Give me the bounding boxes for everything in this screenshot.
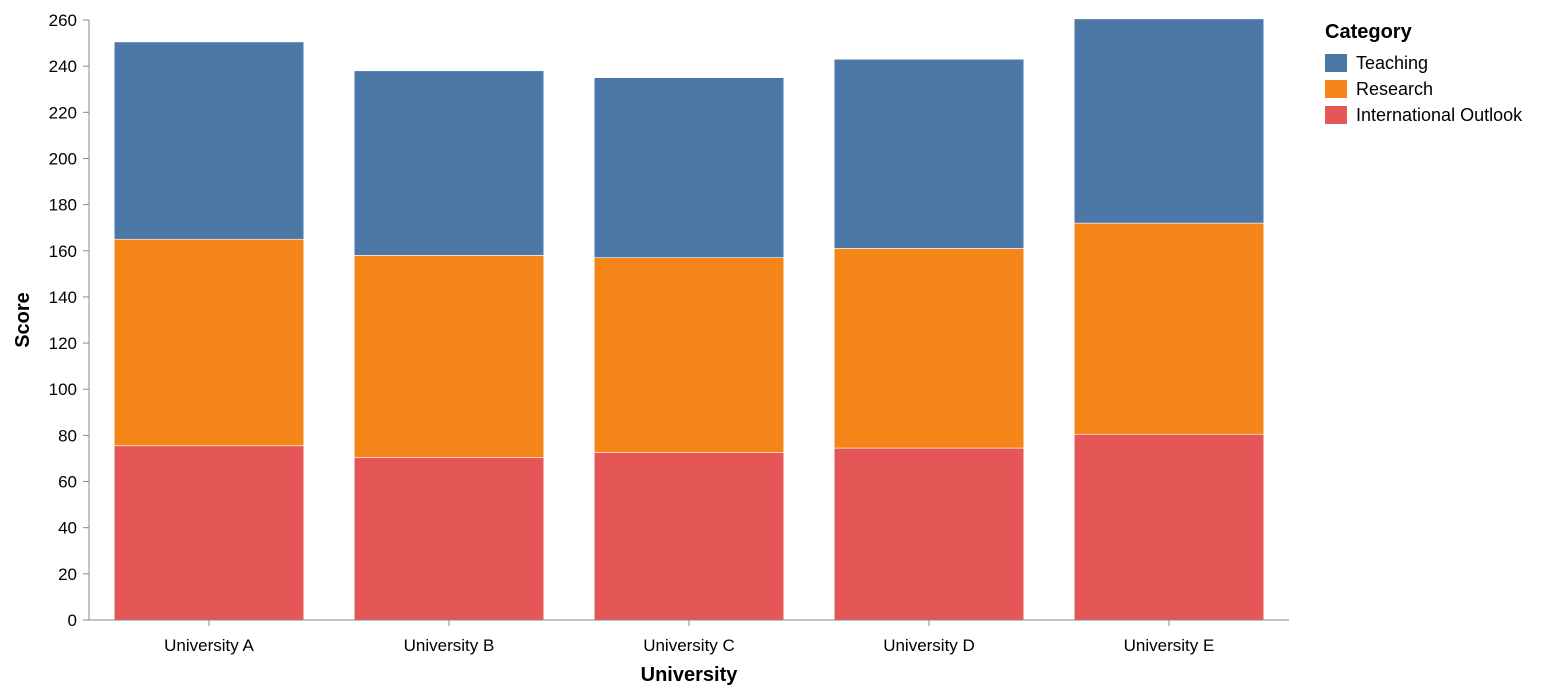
bar-teaching-university-e: [1073, 18, 1265, 224]
x-tick-label: University E: [1124, 636, 1215, 655]
y-tick-label: 0: [68, 611, 77, 630]
bar-research-university-e: [1073, 222, 1265, 435]
bar-teaching-university-a: [113, 41, 305, 240]
bar-research-university-d: [833, 248, 1025, 449]
x-axis: University A University B University C Univ…: [89, 619, 1289, 655]
legend-title: Category: [1325, 21, 1413, 43]
bar-teaching-university-c: [593, 77, 785, 258]
bar-international-outlook-university-e: [1073, 433, 1265, 621]
x-tick-label: University A: [164, 636, 254, 655]
bar-international-outlook-university-d: [833, 447, 1025, 621]
bar-teaching-university-d: [833, 58, 1025, 249]
legend-swatch-research: [1325, 80, 1347, 98]
legend-swatch-teaching: [1325, 54, 1347, 72]
y-tick-label: 100: [49, 380, 77, 399]
bar-research-university-a: [113, 238, 305, 447]
bar-international-outlook-university-a: [113, 445, 305, 621]
bar-research-university-c: [593, 257, 785, 453]
y-tick-label: 60: [58, 473, 77, 492]
legend-label-research: Research: [1356, 79, 1433, 99]
x-axis-title: University: [641, 664, 739, 686]
x-tick-label: University C: [643, 636, 735, 655]
bar-international-outlook-university-b: [353, 457, 545, 621]
y-axis-title: Score: [12, 292, 34, 348]
y-tick-label: 20: [58, 565, 77, 584]
y-tick-label: 40: [58, 519, 77, 538]
y-tick-label: 140: [49, 288, 77, 307]
y-axis: 0 20 40 60 80 100 120 140 160 180 200 220 240 260: [49, 11, 90, 630]
y-tick-label: 180: [49, 196, 77, 215]
y-tick-label: 260: [49, 11, 77, 30]
y-tick-label: 160: [49, 242, 77, 261]
bars-group: [113, 18, 1265, 621]
legend-label-international-outlook: International Outlook: [1356, 105, 1523, 125]
x-tick-label: University D: [883, 636, 975, 655]
bar-international-outlook-university-c: [593, 452, 785, 621]
bar-teaching-university-b: [353, 70, 545, 256]
legend: Category Teaching Research International O…: [1325, 21, 1523, 125]
legend-label-teaching: Teaching: [1356, 53, 1428, 73]
y-tick-label: 240: [49, 57, 77, 76]
x-tick-label: University B: [404, 636, 495, 655]
y-tick-label: 80: [58, 426, 77, 445]
bar-research-university-b: [353, 255, 545, 458]
y-tick-label: 120: [49, 334, 77, 353]
y-tick-label: 200: [49, 149, 77, 168]
y-tick-label: 220: [49, 103, 77, 122]
legend-swatch-international-outlook: [1325, 106, 1347, 124]
